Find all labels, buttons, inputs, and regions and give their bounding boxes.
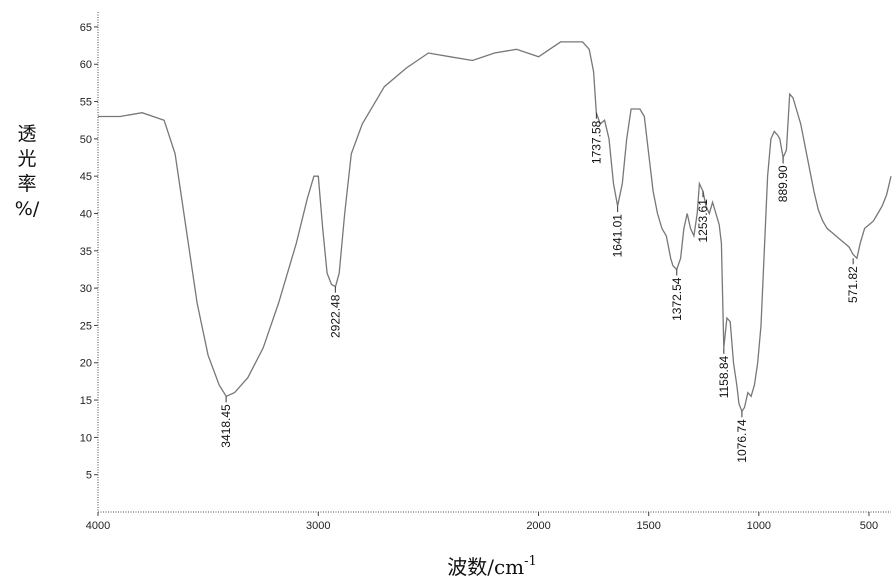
y-axis-ticks: 5 10 15 20 25 30 35 40 45 50 55 60 65 — [80, 22, 98, 482]
x-axis-ticks: 4000 3000 2000 1500 1000 500 — [86, 512, 878, 532]
x-tick-label: 1000 — [747, 520, 771, 532]
y-tick-label: 40 — [80, 208, 92, 220]
peak-label: 3418.45 — [219, 404, 233, 448]
y-tick-label: 25 — [80, 320, 92, 332]
y-axis-label-char: 透 — [17, 123, 36, 145]
y-tick-label: 5 — [86, 470, 92, 482]
peak-label: 571.82 — [846, 266, 860, 303]
y-tick-label: 15 — [80, 395, 92, 407]
y-axis-label-char: %/ — [15, 198, 40, 220]
y-tick-label: 60 — [80, 59, 92, 71]
peak-label: 1641.01 — [611, 214, 625, 258]
y-tick-label: 10 — [80, 432, 92, 444]
y-tick-label: 20 — [80, 358, 92, 370]
y-axis-label-char: 光 — [17, 148, 36, 170]
x-tick-label: 500 — [860, 520, 878, 532]
y-tick-label: 65 — [80, 22, 92, 34]
peak-label: 1737.58 — [589, 120, 603, 164]
peak-label: 1253.61 — [696, 199, 710, 243]
y-tick-label: 55 — [80, 97, 92, 109]
peak-label: 1372.54 — [670, 277, 684, 321]
x-tick-label: 4000 — [86, 520, 110, 532]
y-tick-label: 30 — [80, 283, 92, 295]
x-axis-label-text: 波数/cm — [447, 555, 524, 579]
y-tick-label: 50 — [80, 134, 92, 146]
y-tick-label: 35 — [80, 246, 92, 258]
x-axis-label-superscript: -1 — [524, 554, 537, 569]
peak-label: 1076.74 — [735, 419, 749, 463]
x-axis-label: 波数/cm-1 — [447, 554, 537, 579]
peak-label: 2922.48 — [328, 294, 342, 338]
series-line-transmittance — [98, 41, 892, 413]
y-axis-label-char: 率 — [17, 173, 36, 195]
y-tick-label: 45 — [80, 171, 92, 183]
x-tick-label: 3000 — [306, 520, 330, 532]
peak-label: 889.90 — [776, 165, 790, 202]
x-tick-label: 1500 — [636, 520, 660, 532]
y-axis-label: 透光率 %/ — [15, 123, 40, 220]
peak-label: 1158.84 — [717, 355, 731, 398]
peak-annotations: 3418.45 2922.48 1737.58 1641.01 1372.54 1253.… — [219, 112, 860, 463]
x-tick-label: 2000 — [526, 520, 550, 532]
